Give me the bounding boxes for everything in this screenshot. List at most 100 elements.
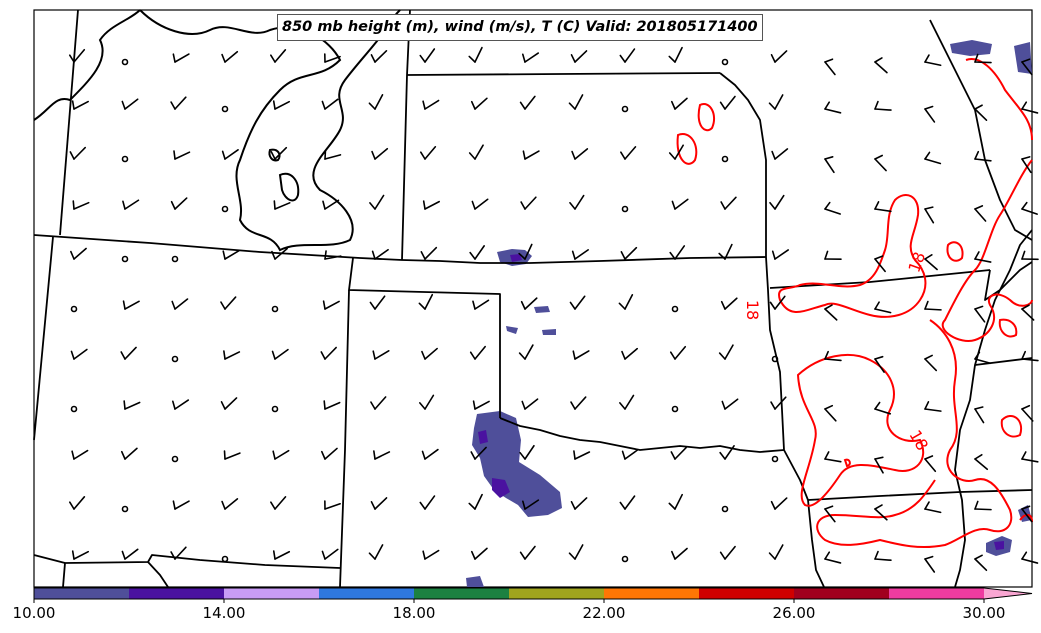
wind-barb [369, 295, 386, 310]
wind-barbs [68, 46, 1039, 573]
height-contour-loop2 [268, 148, 281, 162]
wind-barb-calm [721, 155, 729, 163]
wind-barb-calm [70, 305, 78, 313]
wind-barb [770, 497, 788, 510]
wind-barb-calm [621, 205, 629, 213]
wind-barb [520, 196, 537, 210]
border-river-east [954, 229, 1033, 588]
colorbar-segment [509, 588, 604, 599]
wind-barb [122, 199, 140, 210]
wind-barb [419, 495, 436, 510]
wind-barb [419, 48, 436, 63]
wind-barb [671, 198, 689, 210]
wind-barb [420, 246, 438, 260]
colorbar-tick-label: 22.00 [582, 604, 626, 622]
colorbar-segment [34, 588, 129, 599]
border-north-upper [33, 234, 767, 264]
wind-barb [1021, 505, 1033, 523]
wind-barb [620, 146, 637, 160]
wind-barb [974, 554, 988, 572]
wind-barb [519, 95, 536, 110]
wind-barb [924, 501, 942, 514]
wind-barb [469, 345, 486, 360]
wind-barb [220, 397, 238, 410]
wind-barb [1021, 404, 1034, 422]
wind-barb [324, 250, 342, 260]
wind-barb [1021, 304, 1035, 321]
wind-barb [924, 400, 942, 412]
border-east-river [719, 72, 825, 588]
wind-barb [321, 447, 338, 460]
wind-barb [70, 348, 88, 360]
wind-barb [571, 148, 589, 160]
wind-barb [121, 548, 139, 560]
wind-barb [421, 347, 438, 360]
wind-barb [518, 344, 534, 360]
wind-barb [571, 249, 589, 260]
wind-barb [71, 449, 89, 460]
wind-barb [720, 297, 738, 310]
precip-blob-texas-core2 [478, 430, 488, 444]
colorbar-tick-label: 14.00 [202, 604, 246, 622]
colorbar-tick-label: 26.00 [772, 604, 816, 622]
temp-contour-18a [778, 194, 927, 318]
wind-barb [974, 53, 992, 64]
wind-barb [573, 450, 591, 460]
wind-barb [470, 97, 488, 110]
wind-barb [71, 550, 90, 560]
wind-barb [1021, 451, 1039, 463]
wind-barb [222, 250, 240, 260]
wind-barb [468, 493, 483, 510]
wind-barb [1021, 156, 1032, 174]
wind-barb [824, 551, 842, 564]
border-ar-la [807, 489, 1033, 501]
wind-barb [120, 447, 138, 460]
temp-contour-small3 [998, 318, 1018, 338]
wind-barb [874, 201, 892, 213]
border-el-paso [147, 561, 169, 588]
wind-barb [471, 547, 488, 560]
wind-barb [1021, 58, 1033, 76]
wind-barb [719, 95, 736, 110]
wind-barb-calm [171, 355, 179, 363]
wind-barb [874, 100, 892, 111]
wind-barb [1021, 201, 1038, 215]
wind-barb [172, 500, 190, 510]
wind-barb [570, 396, 587, 410]
wind-barb [322, 300, 340, 310]
wind-barb [719, 445, 735, 460]
colorbar-tick-label: 10.00 [12, 604, 56, 622]
wind-barb-calm [621, 105, 629, 113]
colorbar-segment [889, 588, 984, 599]
wind-barb [368, 544, 384, 560]
colorbar [33, 587, 1033, 600]
height-contour-west [33, 9, 141, 121]
wind-barb [974, 305, 986, 323]
wind-barb [371, 248, 389, 260]
wind-barb [824, 505, 836, 523]
colorbar-segment [224, 588, 319, 599]
wind-barb [768, 94, 784, 110]
wind-barb-calm [171, 455, 179, 463]
wind-barb [824, 156, 835, 174]
wind-barb [974, 205, 987, 222]
wind-barb [768, 544, 784, 560]
wind-barb [974, 406, 985, 424]
wind-barb [368, 94, 384, 110]
temp-contour-18c [816, 319, 1013, 549]
wind-barb [418, 293, 434, 310]
wind-barb-calm [221, 555, 229, 563]
height-contour-northwest [139, 9, 401, 252]
height-contours [33, 9, 401, 252]
wind-barb [621, 448, 639, 460]
wind-barb [373, 450, 391, 460]
wind-barb [422, 549, 440, 560]
wind-barb [321, 98, 339, 110]
wind-barb [824, 250, 842, 260]
border-az-south [62, 562, 66, 588]
wind-barb [569, 194, 585, 210]
wind-barb [273, 200, 291, 210]
wind-barb [1021, 250, 1039, 261]
colorbar-segment [699, 588, 794, 599]
